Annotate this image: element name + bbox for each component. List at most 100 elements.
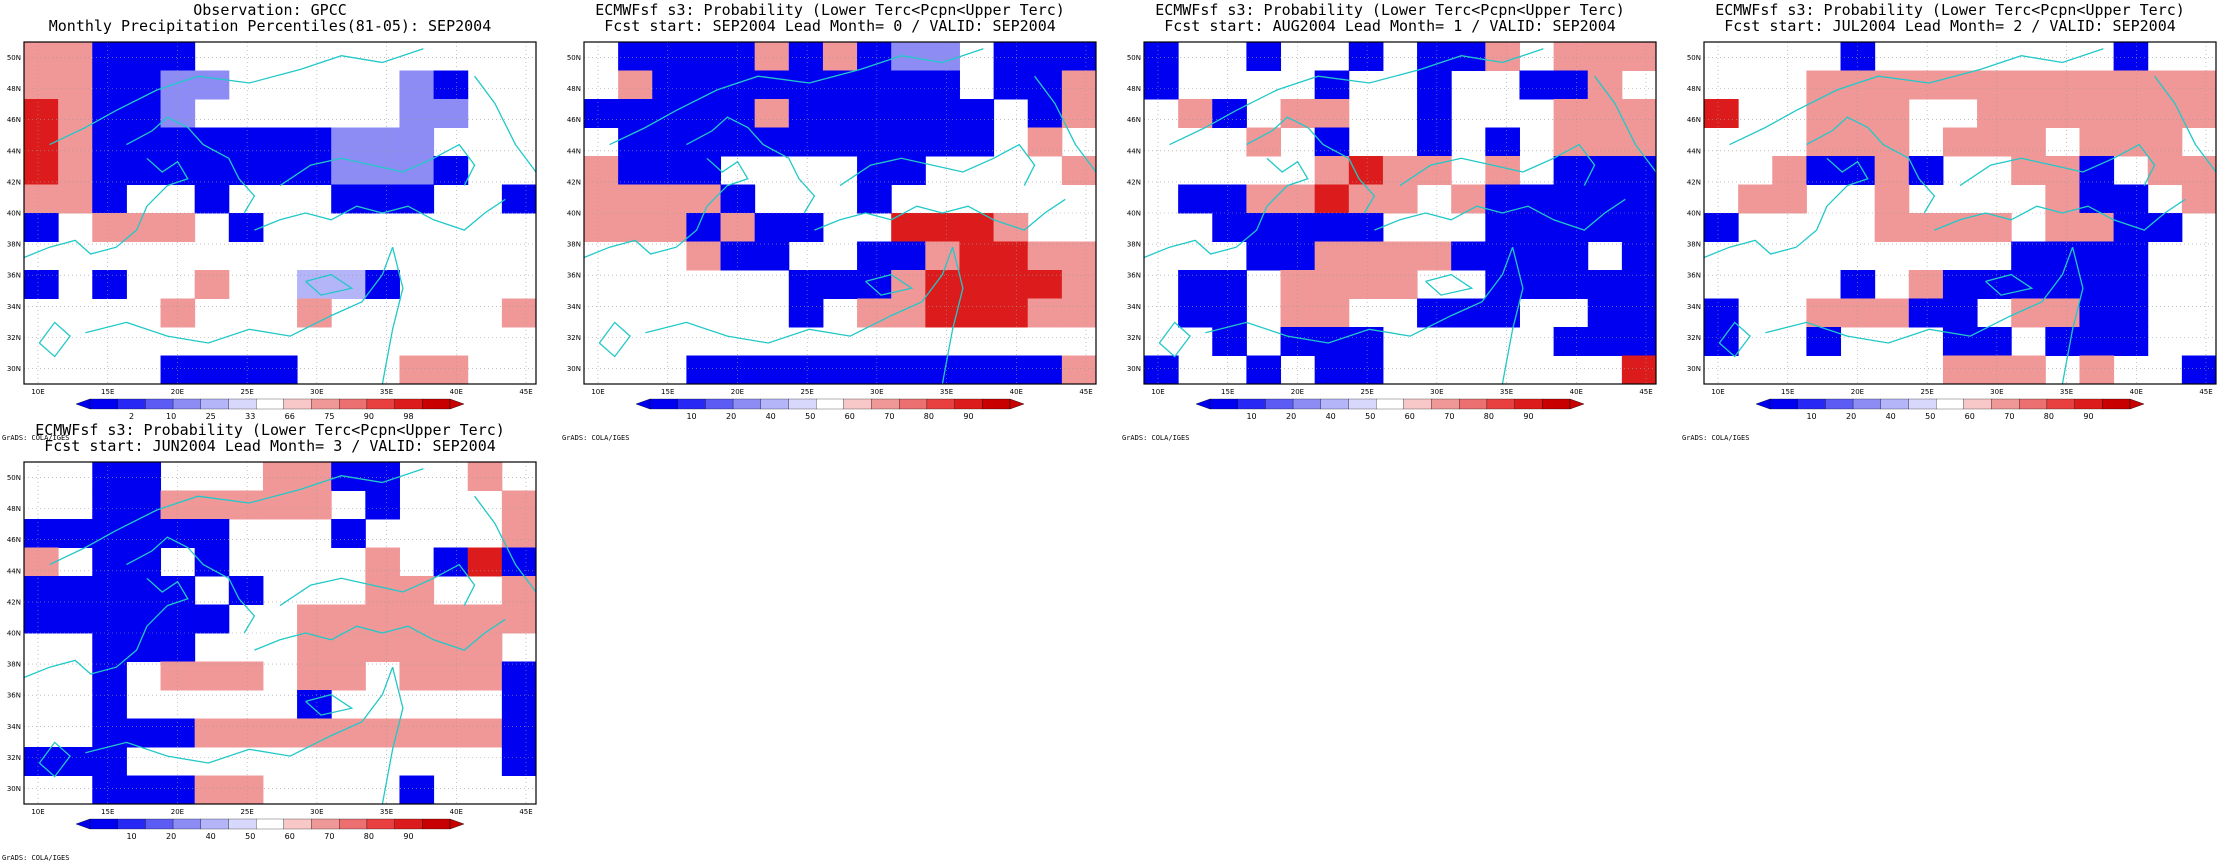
lat-tick-label: 34N xyxy=(1687,303,1701,311)
grid-cell xyxy=(2045,70,2080,100)
grid-cell xyxy=(2045,327,2080,356)
grid-cell xyxy=(2079,127,2115,157)
grid-cell xyxy=(1314,99,1350,128)
grid-cell xyxy=(24,213,59,242)
grid-cell xyxy=(467,604,503,634)
grid-cell xyxy=(720,42,756,71)
grid-cell xyxy=(24,270,59,299)
grid-cell xyxy=(822,99,858,128)
grid-cell xyxy=(1178,298,1213,328)
grid-cell xyxy=(92,576,127,605)
lon-tick-label: 10E xyxy=(31,808,44,816)
grid-cell xyxy=(1587,127,1623,157)
panel-subtitle: Fcst start: AUG2004 Lead Month= 1 / VALI… xyxy=(1164,17,1616,35)
coastline xyxy=(305,693,354,716)
grid-cell xyxy=(857,99,892,128)
lat-tick-label: 48N xyxy=(1127,85,1141,93)
grid-cell xyxy=(228,213,264,242)
grid-cell xyxy=(58,747,93,776)
colorbar-tick-label: 40 xyxy=(1326,412,1336,421)
grid-cell xyxy=(24,42,59,71)
grid-cell xyxy=(160,156,196,185)
colorbar-tick-label: 50 xyxy=(805,412,815,421)
grid-cell xyxy=(1280,184,1316,214)
grid-cell xyxy=(959,241,995,271)
grid-cell xyxy=(1840,156,1876,185)
coastline xyxy=(1399,143,1596,187)
grid-cell xyxy=(24,99,59,128)
grid-cell xyxy=(433,99,469,128)
colorbar-segment xyxy=(422,818,451,830)
coastline xyxy=(865,273,914,296)
grid-cell xyxy=(993,42,1029,71)
grid-cell xyxy=(618,213,653,242)
colorbar-arrow-right xyxy=(2129,398,2145,410)
lon-tick-label: 10E xyxy=(591,388,604,396)
grid-cell xyxy=(1519,70,1555,100)
colorbar-tick-label: 10 xyxy=(1246,412,1256,421)
grid-cell xyxy=(228,718,264,748)
coastline xyxy=(839,143,1036,187)
lon-tick-label: 25E xyxy=(800,388,813,396)
colorbar-segment xyxy=(311,398,340,410)
lat-tick-label: 32N xyxy=(1127,334,1141,342)
lat-tick-label: 40N xyxy=(567,210,581,218)
grid-cell xyxy=(1806,327,1842,356)
grid-cell xyxy=(1314,298,1350,328)
coastline xyxy=(254,618,506,651)
precip-map: 30N 32N 34N 36N 38N 40N 42N 44N 46N 48N 50N 10E 15E 2… xyxy=(7,461,537,816)
lat-tick-label: 32N xyxy=(567,334,581,342)
grid-cell xyxy=(788,270,824,299)
coastline xyxy=(23,577,189,679)
grid-cell xyxy=(1553,327,1589,356)
colorbar-tick-label: 60 xyxy=(285,832,295,841)
grid-cell xyxy=(1908,70,1944,100)
grid-cell xyxy=(1553,270,1589,299)
grid-cell xyxy=(92,184,127,214)
grid-cell xyxy=(24,576,59,605)
grid-cell xyxy=(959,270,995,299)
lat-tick-label: 50N xyxy=(1127,54,1141,62)
colorbar-segment xyxy=(283,818,312,830)
lat-tick-label: 30N xyxy=(7,365,21,373)
grid-cell xyxy=(2079,99,2115,128)
grid-cell xyxy=(1382,270,1418,299)
grid-cell xyxy=(754,99,790,128)
lon-tick-label: 30E xyxy=(1430,388,1443,396)
colorbar-segment xyxy=(89,818,118,830)
lon-tick-label: 25E xyxy=(1920,388,1933,396)
colorbar-arrow-right xyxy=(1569,398,1585,410)
grid-cell xyxy=(2045,99,2080,128)
coastline xyxy=(279,143,476,187)
grid-cell xyxy=(584,184,619,214)
grid-cell xyxy=(1553,42,1589,71)
lat-tick-label: 38N xyxy=(7,241,21,249)
grid-cell xyxy=(1519,241,1555,271)
grid-cell xyxy=(1144,42,1179,71)
grid-cell xyxy=(228,576,264,605)
grid-cell xyxy=(2011,156,2046,185)
grid-cell xyxy=(1840,70,1876,100)
lat-tick-label: 32N xyxy=(7,754,21,762)
colorbar-tick-label: 40 xyxy=(766,412,776,421)
lat-tick-label: 38N xyxy=(7,661,21,669)
grid-cell xyxy=(1621,213,1657,242)
precip-map: 30N 32N 34N 36N 38N 40N 42N 44N 46N 48N 50N 10E 15E 2… xyxy=(567,41,1097,396)
grid-cell xyxy=(1314,213,1350,242)
grid-cell xyxy=(399,99,435,128)
colorbar-tick-label: 25 xyxy=(206,412,216,421)
coastline xyxy=(1934,198,2186,231)
grid-cell xyxy=(58,156,93,185)
grid-cell xyxy=(160,633,196,662)
lon-tick-label: 15E xyxy=(1781,388,1794,396)
grid-cell xyxy=(194,604,230,634)
colorbar-tick-label: 40 xyxy=(206,832,216,841)
precip-map: 30N 32N 34N 36N 38N 40N 42N 44N 46N 48N 50N 10E 15E 2… xyxy=(7,41,537,396)
coastline xyxy=(1143,157,1309,259)
lat-tick-label: 30N xyxy=(1687,365,1701,373)
colorbar-segment xyxy=(705,398,734,410)
grid-cell xyxy=(857,270,892,299)
grid-cell xyxy=(58,576,93,605)
lat-tick-label: 30N xyxy=(567,365,581,373)
coastline xyxy=(1765,246,2074,344)
